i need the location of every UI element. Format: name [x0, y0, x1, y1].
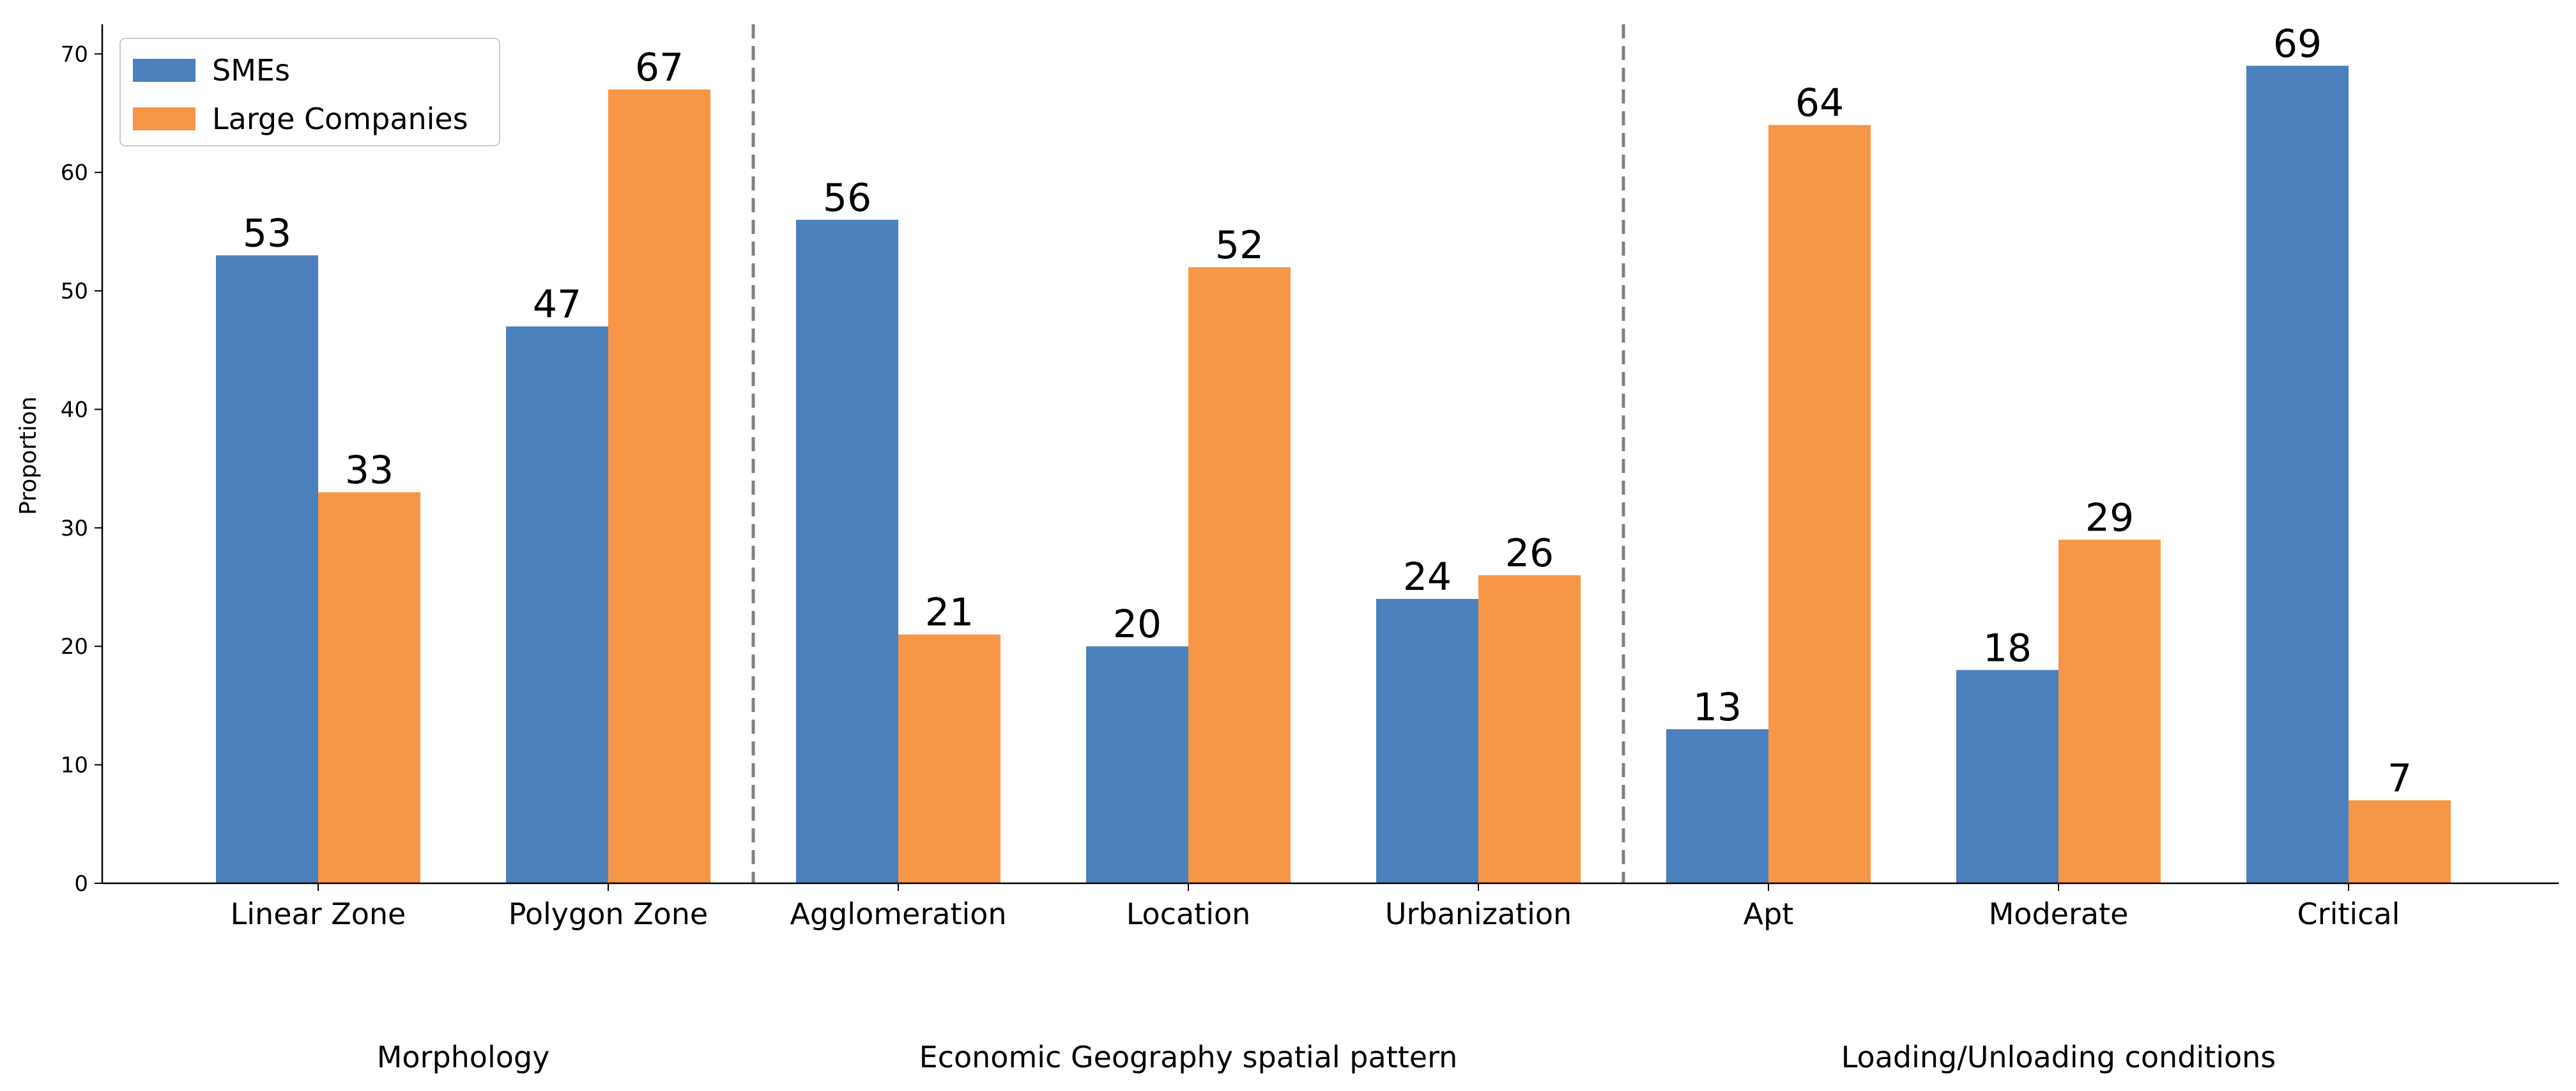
legend-swatch [133, 107, 195, 130]
x-tick-label: Apt [1744, 897, 1794, 931]
legend-box [119, 38, 500, 146]
group-label: Economic Geography spatial pattern [919, 1040, 1458, 1074]
bar [1666, 729, 1768, 883]
bar-value-label: 24 [1403, 555, 1452, 600]
x-tick-label: Linear Zone [231, 897, 406, 931]
x-tick-label: Location [1126, 897, 1251, 931]
bar [898, 634, 1000, 883]
x-tick-label: Urbanization [1385, 897, 1572, 931]
bar [2058, 539, 2161, 883]
bar-value-label: 56 [823, 176, 871, 221]
x-tick-label: Polygon Zone [509, 897, 708, 931]
bar-value-label: 26 [1505, 531, 1554, 576]
x-tick-label: Agglomeration [790, 897, 1006, 931]
bar [1768, 125, 1871, 884]
x-tick-label: Moderate [1989, 897, 2129, 931]
bar [1188, 267, 1291, 883]
y-tick-label: 30 [61, 516, 88, 541]
bar [2349, 800, 2451, 883]
bar-value-label: 33 [345, 448, 394, 493]
y-tick-label: 0 [74, 871, 88, 897]
bar [2246, 65, 2349, 883]
bar-value-label: 29 [2085, 495, 2134, 540]
bar [318, 492, 420, 883]
y-axis-label: Proportion [15, 396, 42, 515]
plot-area: 53 33 Linear Zone 47 67 Polygon Zone 56 21 Agglo… [61, 22, 2559, 1074]
bar-value-label: 21 [925, 591, 974, 635]
bar-value-label: 47 [533, 282, 581, 327]
bar [1478, 575, 1581, 883]
legend-entry: Large Companies [212, 102, 468, 136]
y-tick-label: 50 [61, 279, 88, 304]
bar-value-label: 64 [1795, 81, 1844, 126]
bar [216, 255, 318, 884]
bar [608, 89, 710, 883]
y-tick-label: 60 [61, 160, 88, 186]
bar-value-label: 18 [1983, 626, 2032, 670]
y-tick-label: 10 [61, 753, 88, 778]
group-label: Loading/Unloading conditions [1841, 1040, 2276, 1074]
bar-value-label: 7 [2388, 756, 2412, 801]
legend-swatch [133, 59, 195, 82]
bar-value-label: 69 [2273, 22, 2322, 66]
bar-value-label: 67 [635, 45, 684, 90]
y-tick-label: 40 [61, 397, 88, 422]
bar [1376, 599, 1478, 883]
bar-value-label: 13 [1693, 685, 1742, 730]
x-tick-label: Critical [2297, 897, 2400, 931]
legend-entry: SMEs [212, 53, 290, 88]
bar-value-label: 52 [1215, 223, 1264, 268]
y-tick-label: 20 [61, 634, 88, 660]
y-tick-label: 70 [61, 42, 88, 67]
bar-value-label: 20 [1113, 602, 1162, 647]
bar [506, 326, 608, 883]
bar [1956, 670, 2058, 883]
bar-value-label: 53 [243, 211, 291, 256]
bar [1086, 646, 1188, 883]
group-label: Morphology [377, 1040, 550, 1074]
bar [796, 219, 898, 883]
